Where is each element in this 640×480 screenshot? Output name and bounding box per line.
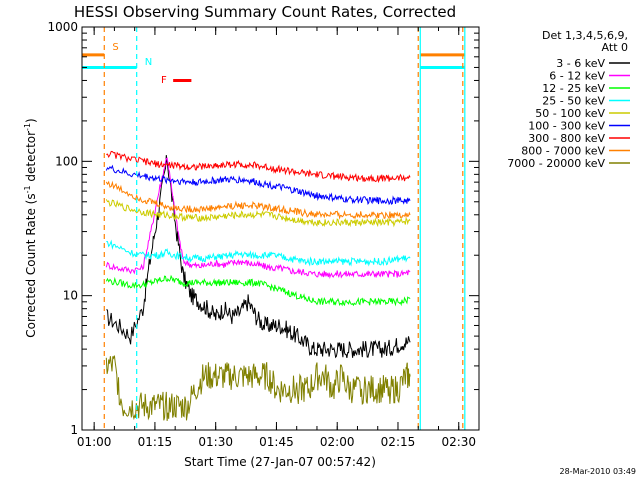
x-tick-label: 01:15 [138, 435, 173, 449]
annotation-label: F [161, 75, 167, 86]
annotation-label: N [145, 57, 152, 68]
x-tick-label: 01:45 [259, 435, 294, 449]
markers-layer [103, 27, 466, 430]
x-axis-ticks: 01:00 01:15 01:30 01:45 02:00 02:15 02:30 [77, 27, 476, 449]
series-line [105, 180, 411, 220]
annotation-label: S [112, 42, 118, 53]
legend-entry-label: 12 - 25 keV [542, 82, 605, 95]
series-line [105, 199, 411, 228]
y-tick-label: 10 [63, 289, 78, 303]
legend-header-line1: Det 1,3,4,5,6,9, [542, 29, 628, 42]
legend-entry-label: 25 - 50 keV [542, 95, 605, 108]
y-tick-label: 100 [55, 154, 78, 168]
bars-layer [82, 53, 465, 82]
series-line [105, 274, 411, 307]
legend-entry-label: 50 - 100 keV [535, 107, 605, 120]
y-tick-label: 1000 [47, 20, 78, 34]
x-tick-label: 02:30 [441, 435, 476, 449]
y-axis-ticks: 1 10 100 1000 [47, 20, 479, 437]
x-tick-label: 02:00 [320, 435, 355, 449]
legend-entry-label: 300 - 800 keV [528, 132, 605, 145]
series-line [105, 157, 411, 279]
legend-entry-label: 3 - 6 keV [556, 57, 605, 70]
legend-entry-label: 7000 - 20000 keV [507, 157, 605, 170]
legend-header-line2: Att 0 [602, 41, 628, 54]
x-tick-label: 01:30 [198, 435, 233, 449]
plot-frame [81, 26, 480, 431]
legend-entry-label: 6 - 12 keV [549, 70, 605, 83]
x-tick-label: 01:00 [77, 435, 112, 449]
legend-entry-label: 800 - 7000 keV [521, 145, 605, 158]
annotation-layer: S NF [112, 42, 167, 86]
y-axis-label: Corrected Count Rate (s-1 detector-1) [23, 118, 38, 337]
series-line [106, 239, 411, 267]
chart-title: HESSI Observing Summary Count Rates, Cor… [74, 3, 456, 21]
series-layer [105, 150, 411, 421]
legend-entry-label: 100 - 300 keV [528, 120, 605, 133]
x-tick-label: 02:15 [381, 435, 416, 449]
series-line [105, 355, 411, 421]
series-line [106, 150, 411, 184]
series-line [106, 155, 411, 359]
series-line [105, 164, 411, 206]
timestamp: 28-Mar-2010 03:49 [560, 467, 637, 476]
x-axis-label: Start Time (27-Jan-07 00:57:42) [184, 455, 376, 469]
y-tick-label: 1 [70, 423, 78, 437]
